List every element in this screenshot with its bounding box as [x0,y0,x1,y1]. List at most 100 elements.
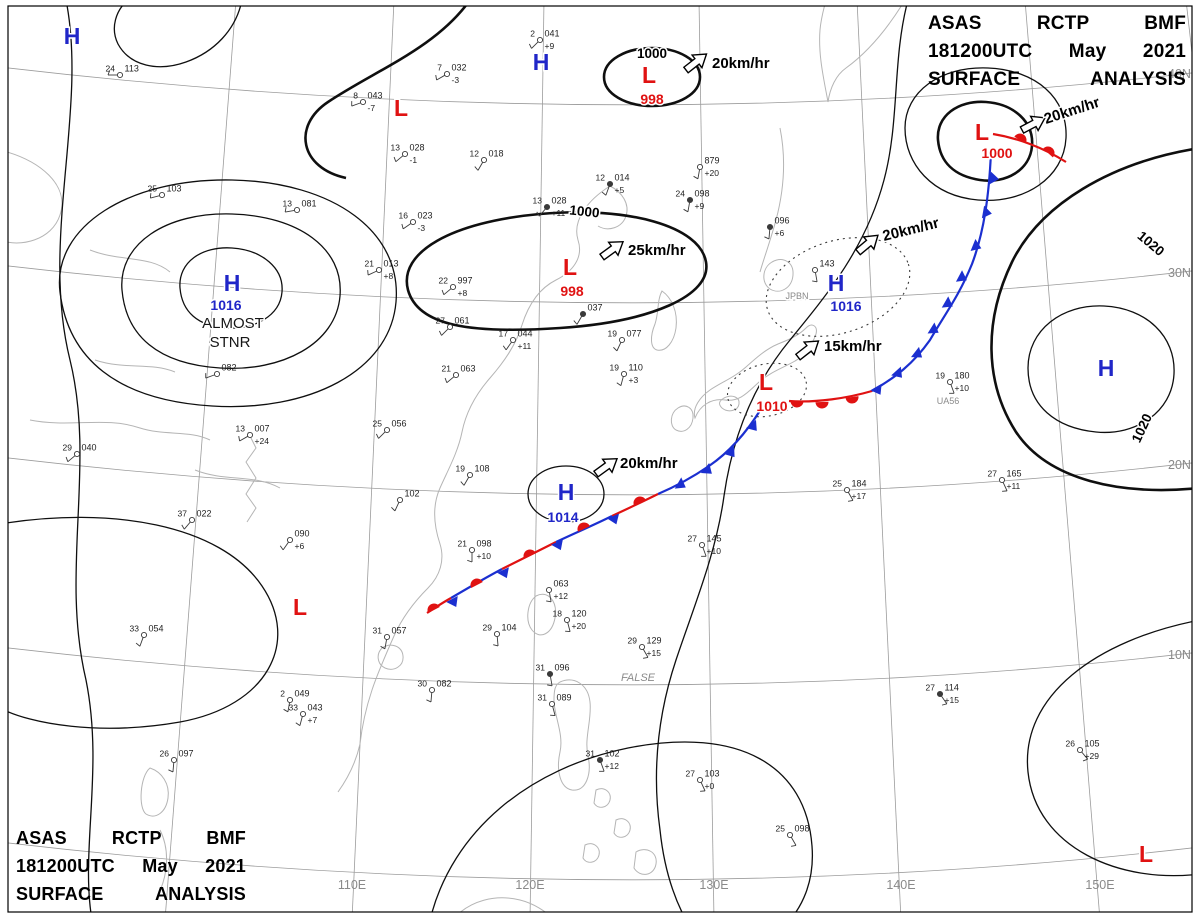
station-temp: 13 [533,196,543,206]
high-pressure-center: H [64,23,81,49]
station-temp: 21 [458,539,468,549]
coastline-northeast [827,6,902,103]
station-pressure: 077 [627,329,642,339]
title-line-3: SURFACE ANALYSIS [928,69,1186,90]
station-pressure: 043 [308,703,323,713]
station-plot: 063 21 [442,364,476,384]
longitude-line [351,6,395,912]
coastline-korea [651,290,677,351]
station-plot: 040 29 [63,443,97,463]
station-temp: 19 [610,363,620,373]
station-dewpoint: +6 [775,228,785,238]
station-plot: 165 27 +11 [988,469,1022,492]
station-temp: 31 [538,693,548,703]
station-pressure: 032 [452,63,467,73]
river-line [29,419,211,441]
coastline-taiwan [527,593,556,636]
longitude-line [1025,6,1100,912]
chart-title-bottom-left: ASAS RCTP BMF 181200UTC May 2021 SURFACE… [16,824,246,908]
station-temp: 37 [178,509,188,519]
station-pressure: 018 [489,149,504,159]
low-pressure-center: L [563,254,577,280]
isobar-loop [904,67,1067,202]
station-plot: 145 27 +10 [688,534,722,557]
wind-speed-label: 20km/hr [881,214,941,244]
station-pressure: 023 [418,211,433,221]
station-pressure: 041 [545,29,560,39]
dotted-high-outline [765,237,911,337]
station-dewpoint: +6 [295,541,305,551]
station-plot: 098 25 [776,824,810,847]
pressure-value: 1016 [830,298,861,314]
isobar-loop [179,247,283,329]
station-plot: 056 25 [373,419,407,439]
station-temp: 18 [553,609,563,619]
longitude-label: 110E [338,878,366,892]
station-pressure: 028 [410,143,425,153]
station-pressure: 082 [222,363,237,373]
isobar-value-label: 1020 [1129,411,1155,445]
isobar-line [59,6,94,912]
wind-arrow-icon [598,240,625,261]
station-plot: 022 37 [178,509,212,530]
station-pressure: 049 [295,689,310,699]
station-pressure: 120 [572,609,587,619]
station-pressure: 089 [557,693,572,703]
station-pressure: 110 [629,363,643,373]
cold-front-symbol [870,383,887,399]
station-temp: 33 [130,624,140,634]
station-plot: 089 31 [538,693,572,717]
station-temp: 31 [373,626,383,636]
station-plot: 096+6 [764,216,790,240]
coastline-okhotsk [819,6,829,103]
station-temp: 29 [483,623,493,633]
station-pressure: 056 [392,419,407,429]
station-pressure: 108 [475,464,490,474]
latitude-line [8,457,1192,496]
latitude-line [8,67,1192,106]
title-line-3: SURFACE ANALYSIS [16,884,246,904]
station-dewpoint: +15 [945,695,960,705]
station-pressure: 113 [125,64,139,74]
station-temp: 29 [63,443,73,453]
station-dewpoint: +20 [572,621,587,631]
station-plot: 028 13 +11 [533,196,567,219]
longitude-line [856,6,902,912]
pressure-value: 1000 [981,145,1012,161]
station-pressure: 129 [647,636,662,646]
station-plot: 110 19 +3 [610,363,643,386]
station-pressure: 098 [695,189,710,199]
coastline-island [593,788,611,808]
station-temp: 2 [530,29,535,39]
coastline-china [359,185,611,745]
station-pressure: 043 [368,91,383,101]
station-plot: 013 21 +8 [365,259,399,282]
station-pressure: 143 [820,259,835,269]
coastline-japan [693,324,817,420]
wind-arrow-icon [1019,115,1047,135]
station-pressure: 103 [167,184,182,194]
station-pressure: 057 [392,626,407,636]
coastline-island [582,843,600,863]
high-pressure-center: H [828,270,845,296]
title-line-1: ASAS RCTP BMF [16,828,246,848]
station-temp: 21 [442,364,452,374]
station-temp: 19 [936,371,946,381]
station-dewpoint: +10 [955,383,970,393]
station-temp: 19 [608,329,618,339]
wind-arrow-icon [592,457,619,478]
wind-speed-label: 15km/hr [824,338,882,355]
low-pressure-center: L [293,594,307,620]
wind-arrow-icon [854,234,879,256]
map-border [7,5,1193,913]
isobar-value-label: 1000 [569,202,600,220]
station-plot: 143 [811,259,835,283]
station-temp: 12 [596,173,606,183]
isobar-line [655,6,908,912]
station-plot: 049 2 [280,689,310,713]
station-plot: 184 25 +17 [833,479,867,502]
station-plot: 129 29 +15 [628,636,662,659]
station-plot: 043 33 +7 [289,703,323,726]
